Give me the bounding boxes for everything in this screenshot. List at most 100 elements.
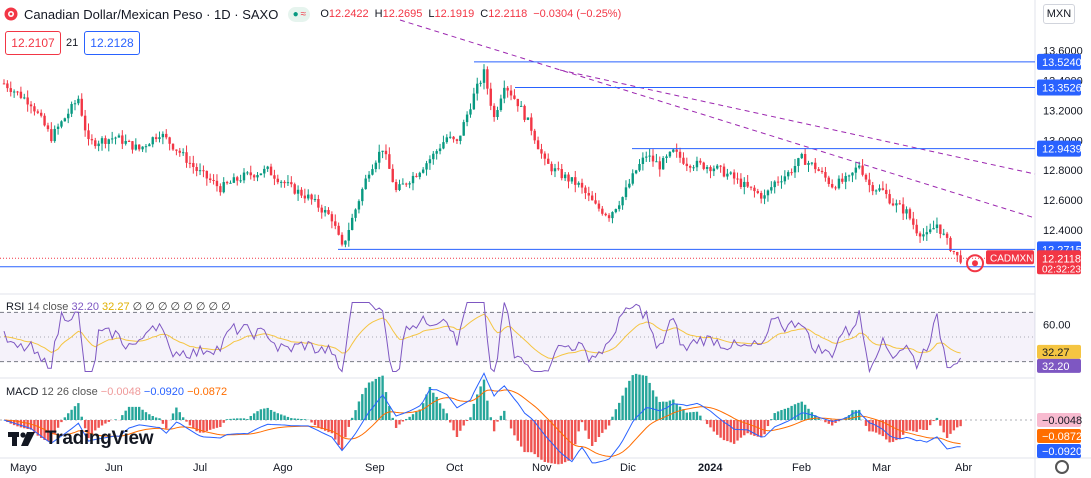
price-tick-label: 12.4000	[1043, 225, 1083, 237]
tradingview-logo: TradingView	[8, 428, 154, 450]
candle-body	[847, 175, 851, 177]
macd-histogram-bar	[516, 420, 520, 441]
candle-body	[675, 149, 678, 152]
candle-body	[121, 135, 124, 144]
macd-histogram-bar	[124, 410, 127, 420]
candle-body	[594, 200, 597, 204]
candle-body	[222, 182, 225, 193]
candle-body	[844, 176, 847, 182]
macd-histogram-bar	[388, 406, 391, 420]
candle-body	[225, 182, 229, 184]
macd-histogram-bar	[455, 420, 459, 438]
candle-body	[580, 182, 584, 188]
level-price-tag	[1037, 140, 1081, 157]
candle-body	[837, 178, 841, 189]
macd-histogram-bar	[861, 419, 864, 420]
macd-histogram-bar	[165, 420, 168, 429]
macd-histogram-bar	[242, 418, 246, 420]
macd-histogram-bar	[330, 420, 334, 434]
macd-histogram-bar	[908, 420, 912, 431]
currency-button[interactable]: MXN	[1043, 4, 1075, 24]
candle-body	[425, 163, 428, 170]
macd-histogram-bar	[905, 420, 908, 431]
candle-body	[540, 149, 543, 154]
macd-histogram-bar	[117, 420, 121, 421]
macd-histogram-bar	[276, 413, 280, 420]
macd-legend[interactable]: MACD 12 26 close −0.0048 −0.0920 −0.0872	[6, 386, 228, 398]
candle-body	[283, 181, 286, 184]
candle-body	[63, 118, 67, 122]
candle-body	[273, 175, 276, 179]
candle-body	[73, 103, 77, 105]
macd-histogram-bar	[587, 420, 590, 439]
candle-body	[276, 178, 280, 183]
candle-body	[631, 173, 634, 184]
macd-histogram-bar	[16, 420, 19, 427]
sell-button[interactable]: 12.2107	[5, 31, 61, 55]
macd-histogram-bar	[716, 420, 719, 435]
candle-body	[418, 172, 421, 177]
macd-histogram-bar	[489, 417, 492, 420]
market-status-badge[interactable]: ● ≈	[288, 6, 311, 22]
candle-body	[465, 114, 469, 123]
candle-body	[830, 183, 834, 188]
macd-histogram-bar	[476, 394, 479, 420]
candle-body	[462, 122, 465, 136]
candle-body	[479, 82, 482, 84]
macd-histogram-bar	[837, 420, 841, 422]
candle-body	[942, 233, 945, 235]
macd-histogram-bar	[847, 415, 851, 420]
macd-histogram-bar	[334, 420, 337, 440]
candle-body	[932, 228, 935, 230]
macd-histogram-bar	[678, 406, 682, 420]
last-price-label: 12.2118	[1042, 253, 1081, 265]
candle-body	[709, 167, 712, 172]
candle-body	[286, 182, 290, 184]
time-tick-label: Mayo	[10, 462, 37, 474]
candle-body	[496, 110, 499, 118]
candle-body	[665, 156, 668, 159]
macd-histogram-bar	[90, 420, 94, 434]
macd-histogram-bar	[394, 420, 398, 428]
candle-body	[39, 112, 43, 116]
candle-body	[374, 162, 378, 170]
macd-histogram-bar	[212, 420, 215, 429]
settings-icon[interactable]	[1055, 460, 1069, 474]
symbol-title[interactable]: Canadian Dollar/Mexican Peso · 1D · SAXO	[24, 6, 279, 22]
macd-histogram-bar	[888, 420, 891, 443]
buy-button[interactable]: 12.2128	[84, 31, 140, 55]
macd-histogram-bar	[949, 420, 952, 434]
candle-body	[23, 97, 26, 99]
macd-histogram-bar	[205, 420, 209, 432]
candle-body	[770, 187, 773, 191]
macd-value-tag	[1037, 429, 1081, 443]
macd-histogram-bar	[459, 420, 462, 431]
candle-body	[445, 137, 449, 143]
candle-body	[952, 250, 956, 252]
candle-body	[266, 166, 269, 169]
candle-body	[567, 174, 570, 182]
macd-histogram-bar	[296, 418, 300, 420]
macd-histogram-bar	[692, 411, 695, 420]
ohlc-key: C	[480, 8, 489, 20]
candle-body	[695, 160, 699, 168]
macd-value-tag-label: −0.0920	[1042, 446, 1082, 458]
macd-histogram-bar	[536, 420, 540, 458]
candle-body	[597, 203, 601, 209]
candle-body	[107, 139, 110, 144]
macd-histogram-bar	[780, 410, 783, 420]
candle-body	[732, 172, 736, 179]
macd-histogram-bar	[719, 420, 722, 438]
candle-body	[208, 178, 212, 181]
candle-body	[435, 151, 438, 154]
rsi-legend[interactable]: RSI 14 close 32.20 32.27 ∅ ∅ ∅ ∅ ∅ ∅ ∅ ∅	[6, 301, 231, 313]
candle-body	[506, 87, 509, 91]
trendline-upper	[399, 19, 1036, 219]
candle-body	[303, 195, 307, 199]
macd-histogram-bar	[651, 390, 655, 420]
rsi-tick-label: 60.00	[1043, 320, 1071, 332]
macd-histogram-bar	[834, 420, 837, 423]
macd-histogram-bar	[148, 414, 151, 420]
candle-body	[398, 184, 401, 191]
